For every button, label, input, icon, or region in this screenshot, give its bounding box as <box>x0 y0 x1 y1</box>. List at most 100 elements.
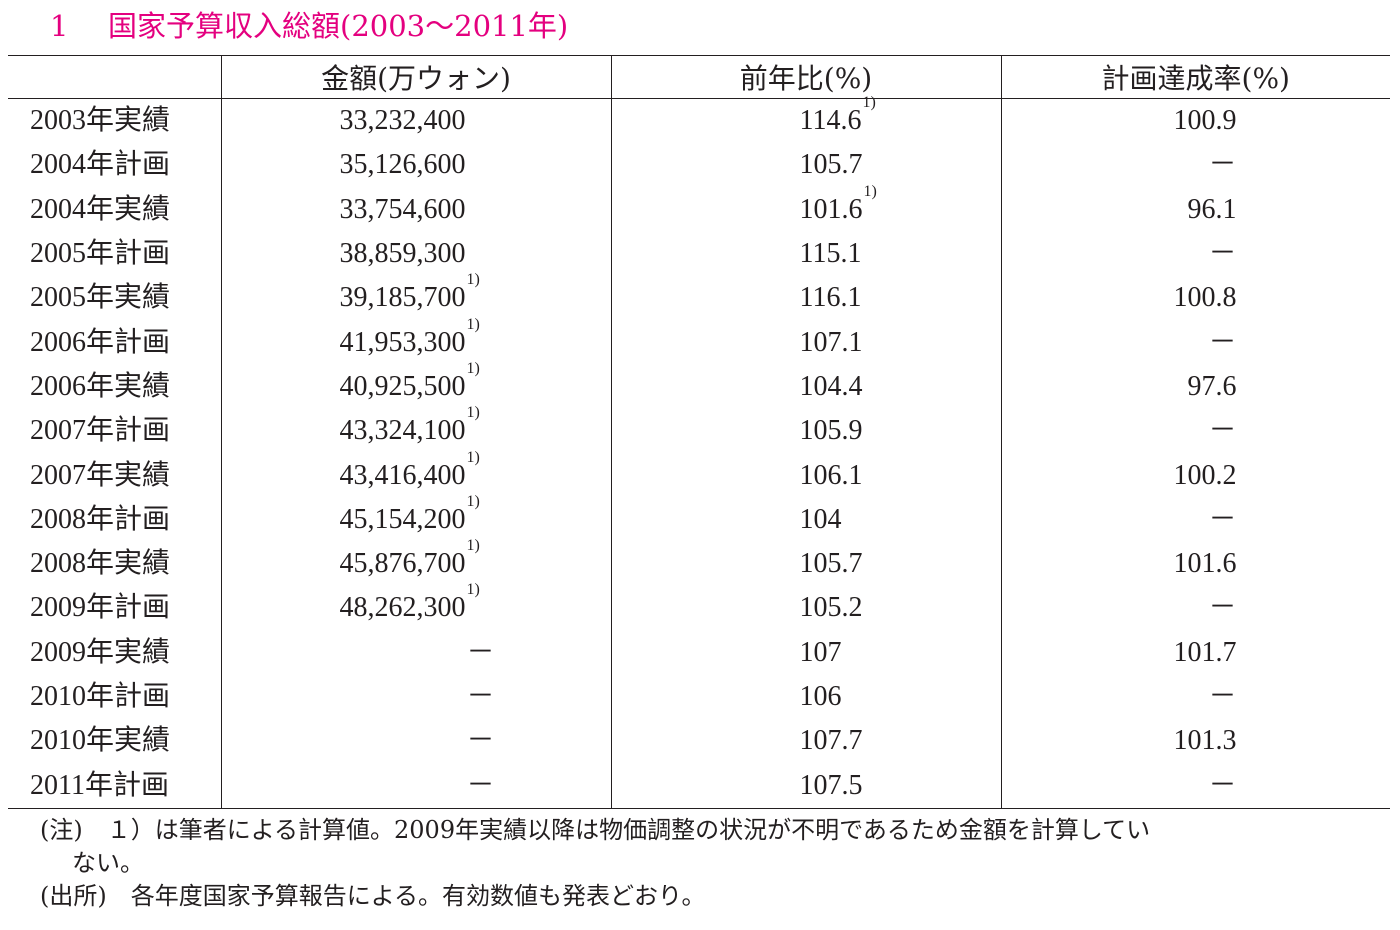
amount-cell-text: 38,859,300 <box>339 238 466 270</box>
achievement-cell-value: － <box>1002 586 1236 630</box>
amount-cell-value: － <box>467 631 495 675</box>
yoy-cell-text: 105.7 <box>799 548 863 580</box>
achievement-cell-value: － <box>1002 498 1236 542</box>
amount-cell-value: 45,154,2001) <box>340 493 480 542</box>
achievement-cell-value: 101.6 <box>1002 542 1237 586</box>
amount-cell-text: 43,416,400 <box>339 459 466 491</box>
table-row: 2006年実績 40,925,5001) 104.4 97.6 <box>8 360 1390 410</box>
table-body: 2003年実績 33,232,400 114.61) 100.9 2004年計画 35,1… <box>8 95 1390 809</box>
achievement-cell-value: 97.6 <box>1002 365 1237 409</box>
yoy-cell-text: 116.1 <box>799 282 862 314</box>
table-row: 2009年実績 － 107 101.7 <box>8 630 1390 675</box>
achievement-cell: 101.3 <box>1000 719 1390 764</box>
row-label: 2004年実績 <box>30 193 171 225</box>
achievement-cell: 100.9 <box>1000 98 1390 144</box>
achievement-cell-text: 101.3 <box>1173 725 1237 757</box>
note-tag: (注) <box>40 816 83 844</box>
achievement-cell-text: － <box>1208 769 1237 801</box>
table-row: 2008年計画 45,154,2001) 104 － <box>8 493 1390 542</box>
amount-cell-value: 40,925,5001) <box>339 360 480 409</box>
footnote-marker: 1) <box>466 271 480 289</box>
yoy-cell-value: 105.2 <box>800 586 863 630</box>
amount-cell-text: 40,925,500 <box>339 370 466 402</box>
yoy-cell-value: 106 <box>800 675 842 719</box>
row-label: 2006年実績 <box>30 370 171 402</box>
amount-cell-text: － <box>466 769 495 801</box>
row-label: 2007年計画 <box>30 415 171 447</box>
yoy-cell-text: 107.1 <box>799 326 863 358</box>
yoy-cell: 105.7 <box>610 143 1001 188</box>
yoy-cell-value: 107 <box>800 631 842 675</box>
yoy-cell-value: 116.1 <box>800 276 862 320</box>
yoy-cell: 105.2 <box>610 586 1001 631</box>
achievement-cell: 97.6 <box>1000 364 1390 410</box>
row-label: 2011年計画 <box>8 763 221 809</box>
amount-cell-value: 43,324,1001) <box>339 405 480 453</box>
amount-cell: 38,859,300 <box>220 231 611 277</box>
yoy-cell-value: 104.4 <box>800 365 863 409</box>
yoy-cell-value: 107.5 <box>800 764 863 808</box>
amount-cell-text: 33,754,600 <box>339 193 466 225</box>
source-text: 各年度国家予算報告による。有効数値も発表どおり。 <box>130 882 706 910</box>
yoy-cell: 105.9 <box>610 409 1001 454</box>
yoy-cell: 106.1 <box>610 453 1001 498</box>
achievement-cell-text: 101.7 <box>1173 636 1237 668</box>
footnote-marker: 1) <box>466 448 480 466</box>
amount-cell-text: 35,126,600 <box>339 149 466 181</box>
yoy-cell: 107.1 <box>610 320 1001 365</box>
yoy-cell-value: 115.1 <box>800 232 862 276</box>
amount-cell-text: 41,953,300 <box>339 326 466 358</box>
row-label: 2005年実績 <box>30 282 171 314</box>
table-row: 2011年計画 － 107.5 － <box>8 763 1390 809</box>
achievement-cell: － <box>1000 763 1390 809</box>
yoy-cell-text: 107.5 <box>799 769 863 801</box>
amount-cell-value: 41,953,3001) <box>339 316 480 365</box>
yoy-cell: 107.7 <box>610 719 1001 764</box>
table-row: 2008年実績 45,876,7001) 105.7 101.6 <box>8 538 1390 587</box>
yoy-cell-value: 105.7 <box>800 542 863 586</box>
yoy-cell: 115.1 <box>610 231 1001 277</box>
yoy-cell-text: 101.6 <box>799 193 863 225</box>
yoy-cell: 114.61) <box>610 95 1001 144</box>
achievement-cell-value: － <box>1002 764 1237 808</box>
amount-cell-value: 33,754,600 <box>340 188 466 232</box>
amount-cell: 48,262,3001) <box>220 582 611 631</box>
achievement-cell-text: － <box>1208 415 1237 447</box>
achievement-cell-value: 101.7 <box>1002 631 1237 675</box>
achievement-cell-value: 100.8 <box>1002 276 1237 320</box>
achievement-cell-value: 96.1 <box>1002 188 1237 232</box>
achievement-cell: － <box>1000 586 1390 631</box>
table-row: 2010年実績 － 107.7 101.3 <box>8 719 1390 764</box>
amount-cell-value: 45,876,7001) <box>340 538 480 586</box>
yoy-cell-text: 115.1 <box>799 238 862 270</box>
achievement-cell-text: － <box>1208 326 1237 358</box>
amount-cell-value: 39,185,7001) <box>339 272 480 320</box>
header-yoy: 前年比(%) <box>610 55 1001 99</box>
amount-cell-text: 39,185,700 <box>339 282 466 314</box>
achievement-cell-value: － <box>1002 232 1236 276</box>
amount-cell: 35,126,600 <box>220 143 611 188</box>
amount-cell-value: － <box>467 764 495 808</box>
amount-cell: 39,185,7001) <box>220 272 611 321</box>
row-label: 2004年計画 <box>30 149 171 181</box>
row-label: 2009年計画 <box>30 592 171 624</box>
achievement-cell-text: 97.6 <box>1187 370 1237 402</box>
amount-cell-text: 43,324,100 <box>339 415 466 447</box>
achievement-cell-value: － <box>1002 675 1236 719</box>
yoy-cell-value: 114.61) <box>800 95 876 143</box>
amount-cell: 33,754,600 <box>220 187 611 232</box>
achievement-cell: － <box>1000 674 1390 720</box>
achievement-cell-value: 100.2 <box>1002 454 1237 498</box>
row-label: 2007年実績 <box>30 459 171 491</box>
yoy-cell-text: 104.4 <box>799 370 863 402</box>
amount-cell: － <box>220 719 611 764</box>
yoy-cell-text: 106 <box>799 681 842 712</box>
achievement-cell: 101.6 <box>1000 541 1390 587</box>
header-achievement: 計画達成率(%) <box>1000 55 1390 99</box>
yoy-cell: 104.4 <box>610 364 1001 410</box>
achievement-cell: － <box>1000 143 1390 188</box>
amount-cell: 33,232,400 <box>220 98 611 144</box>
amount-cell-text: － <box>466 725 495 757</box>
yoy-cell-value: 107.1 <box>800 321 863 365</box>
achievement-cell-text: 96.1 <box>1187 193 1237 225</box>
